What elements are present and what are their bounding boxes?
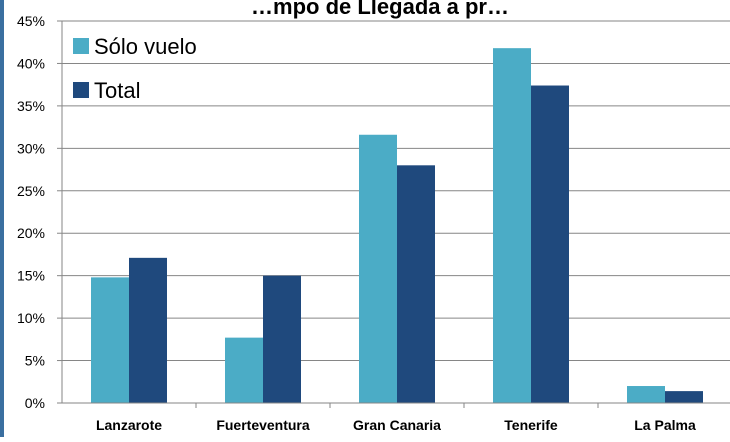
x-tick-label: Fuerteventura: [216, 417, 310, 433]
y-tick-label: 45%: [17, 13, 45, 29]
y-tick-label: 25%: [17, 183, 45, 199]
y-tick-label: 15%: [17, 268, 45, 284]
y-tick-label: 10%: [17, 310, 45, 326]
y-tick-label: 20%: [17, 225, 45, 241]
x-tick-label: Lanzarote: [96, 417, 162, 433]
y-tick-label: 30%: [17, 140, 45, 156]
chart-title: …mpo de Llegada a pr…: [251, 0, 509, 19]
legend-swatch: [73, 82, 89, 98]
bar-solo-vuelo-1: [225, 337, 263, 403]
bar-total-4: [665, 391, 703, 403]
y-tick-label: 40%: [17, 55, 45, 71]
left-accent-bar: [0, 0, 4, 437]
bar-total-0: [129, 257, 167, 403]
bar-solo-vuelo-4: [627, 386, 665, 403]
bar-total-3: [531, 85, 569, 403]
x-tick-label: La Palma: [634, 417, 696, 433]
x-tick-label: Tenerife: [504, 417, 558, 433]
bar-solo-vuelo-0: [91, 277, 129, 403]
x-axis: [62, 402, 730, 408]
legend: Sólo vuelo Total: [73, 34, 197, 103]
bar-solo-vuelo-3: [493, 48, 531, 404]
y-tick-label: 0%: [25, 395, 45, 411]
legend-label: Sólo vuelo: [94, 34, 197, 59]
legend-label: Total: [94, 78, 140, 103]
x-tick-label: Gran Canaria: [353, 417, 441, 433]
legend-swatch: [73, 38, 89, 54]
bar-solo-vuelo-2: [359, 134, 397, 404]
bar-total-1: [263, 275, 301, 403]
bar-total-2: [397, 165, 435, 403]
y-tick-label: 5%: [25, 353, 45, 369]
y-axis-ticks: 0% 5% 10% 15% 20% 25% 30% 35% 40% 45%: [17, 13, 63, 411]
bars: [91, 48, 703, 404]
y-tick-label: 35%: [17, 98, 45, 114]
x-axis-labels: Lanzarote Fuerteventura Gran Canaria Teneri…: [96, 417, 696, 433]
